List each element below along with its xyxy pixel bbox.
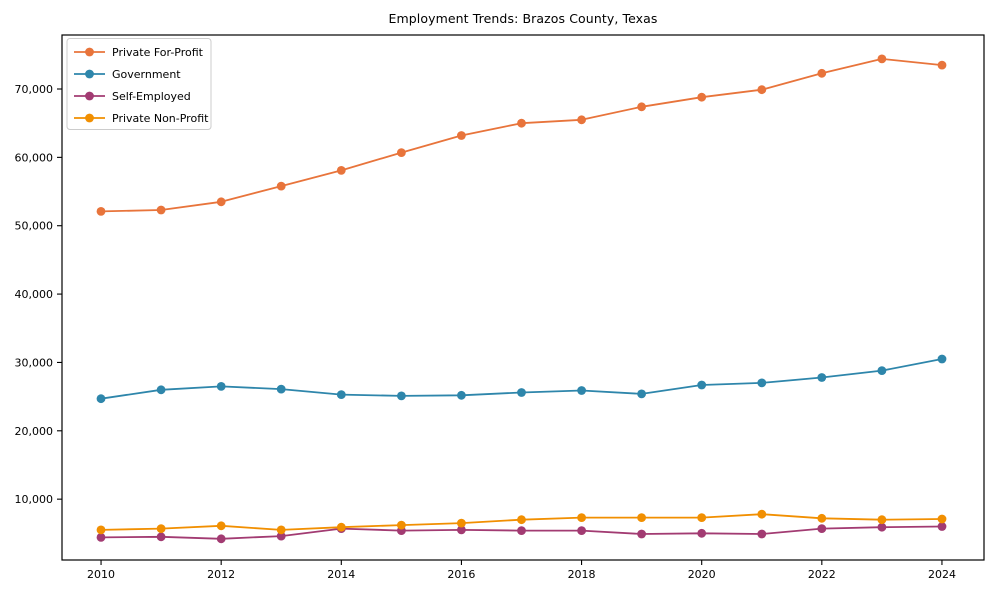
x-tick-label: 2020 bbox=[688, 568, 716, 581]
series-marker-government bbox=[757, 378, 767, 388]
series-marker-government bbox=[96, 394, 106, 404]
series-marker-private-for-profit bbox=[757, 85, 767, 95]
series-marker-self-employed bbox=[216, 534, 226, 544]
y-tick-label: 10,000 bbox=[15, 493, 54, 506]
chart-title: Employment Trends: Brazos County, Texas bbox=[388, 11, 658, 26]
y-tick-label: 70,000 bbox=[15, 83, 54, 96]
series-marker-government bbox=[637, 389, 646, 399]
legend-label: Self-Employed bbox=[112, 90, 191, 103]
x-tick-label: 2022 bbox=[808, 568, 836, 581]
series-marker-self-employed bbox=[697, 528, 707, 538]
series-marker-government bbox=[817, 373, 827, 382]
series-marker-private-for-profit bbox=[216, 197, 226, 207]
legend-marker-swatch bbox=[85, 113, 94, 123]
x-tick-label: 2024 bbox=[928, 568, 956, 581]
series-marker-private-for-profit bbox=[276, 181, 286, 191]
series-marker-private-non-profit bbox=[457, 518, 466, 528]
series-marker-private-non-profit bbox=[937, 514, 947, 524]
legend-item-private-non-profit: Private Non-Profit bbox=[74, 112, 209, 125]
series-marker-government bbox=[697, 380, 707, 390]
series-marker-private-for-profit bbox=[877, 54, 887, 64]
series-marker-private-for-profit bbox=[517, 118, 526, 128]
legend-marker-swatch bbox=[85, 47, 94, 57]
series-marker-private-for-profit bbox=[697, 92, 707, 102]
series-marker-private-non-profit bbox=[637, 513, 646, 522]
series-private-for-profit bbox=[96, 54, 947, 216]
series-marker-government bbox=[216, 382, 226, 391]
y-tick-label: 50,000 bbox=[15, 220, 54, 233]
y-tick-label: 40,000 bbox=[15, 288, 54, 301]
legend-marker-swatch bbox=[85, 91, 94, 101]
x-tick-label: 2012 bbox=[207, 568, 235, 581]
series-marker-private-non-profit bbox=[577, 513, 586, 522]
series-marker-private-non-profit bbox=[757, 509, 767, 519]
series-marker-private-non-profit bbox=[697, 513, 707, 522]
series-marker-government bbox=[937, 354, 947, 364]
legend-item-self-employed: Self-Employed bbox=[74, 90, 191, 103]
series-marker-government bbox=[336, 390, 346, 399]
legend-label: Private Non-Profit bbox=[112, 112, 209, 125]
x-axis: 2010 2012 2014 2016 2018 2020 2022 2024 bbox=[87, 560, 956, 581]
series-government bbox=[96, 354, 947, 404]
series-marker-government bbox=[577, 386, 586, 395]
series-marker-private-for-profit bbox=[397, 148, 406, 158]
series-marker-self-employed bbox=[817, 524, 827, 533]
series-marker-government bbox=[397, 391, 406, 401]
series-marker-private-non-profit bbox=[817, 513, 827, 523]
y-tick-label: 20,000 bbox=[15, 425, 54, 438]
legend-label: Government bbox=[112, 68, 181, 81]
series-marker-private-non-profit bbox=[397, 520, 406, 530]
series-marker-private-for-profit bbox=[637, 102, 646, 112]
series-marker-self-employed bbox=[156, 532, 166, 542]
series-marker-private-non-profit bbox=[96, 525, 106, 535]
series-marker-government bbox=[276, 384, 286, 394]
series-marker-government bbox=[156, 385, 166, 395]
x-tick-label: 2018 bbox=[568, 568, 596, 581]
series-marker-self-employed bbox=[937, 522, 947, 531]
series-marker-self-employed bbox=[757, 529, 767, 539]
series-marker-private-for-profit bbox=[457, 131, 466, 140]
y-tick-label: 30,000 bbox=[15, 356, 54, 369]
series-marker-private-for-profit bbox=[96, 207, 106, 216]
series-marker-private-for-profit bbox=[577, 115, 586, 125]
legend-item-private-for-profit: Private For-Profit bbox=[74, 46, 204, 59]
series-marker-private-non-profit bbox=[276, 525, 286, 535]
series-line-private-for-profit bbox=[100, 58, 943, 213]
series-marker-private-for-profit bbox=[937, 60, 947, 70]
series-marker-self-employed bbox=[457, 525, 466, 535]
x-tick-label: 2010 bbox=[87, 568, 115, 581]
series-private-non-profit bbox=[96, 509, 947, 535]
series-marker-private-non-profit bbox=[877, 515, 887, 525]
series-marker-government bbox=[517, 388, 526, 397]
series-marker-private-for-profit bbox=[156, 205, 166, 215]
series-marker-private-non-profit bbox=[517, 515, 526, 525]
y-tick-label: 60,000 bbox=[15, 151, 54, 164]
y-axis: 10,000 20,000 30,000 40,000 50,000 60,000 70,0… bbox=[15, 83, 62, 506]
series-marker-self-employed bbox=[577, 526, 586, 535]
series-marker-self-employed bbox=[517, 526, 526, 535]
series-marker-private-for-profit bbox=[817, 68, 827, 78]
series-marker-government bbox=[457, 390, 466, 400]
series-marker-private-non-profit bbox=[336, 522, 346, 532]
legend-label: Private For-Profit bbox=[112, 46, 204, 59]
series-marker-private-for-profit bbox=[336, 166, 346, 175]
series-marker-private-non-profit bbox=[216, 521, 226, 531]
series-marker-private-non-profit bbox=[156, 524, 166, 533]
x-tick-label: 2016 bbox=[447, 568, 475, 581]
legend-frame bbox=[66, 38, 212, 130]
series-marker-self-employed bbox=[96, 533, 106, 542]
plot-border bbox=[61, 34, 985, 561]
series-marker-self-employed bbox=[637, 529, 646, 539]
legend: Private For-Profit Government Self-Employe… bbox=[66, 38, 212, 130]
x-tick-label: 2014 bbox=[327, 568, 355, 581]
series-marker-government bbox=[877, 366, 887, 375]
series-marker-self-employed bbox=[276, 531, 286, 541]
series-marker-self-employed bbox=[877, 522, 887, 532]
legend-marker-swatch bbox=[85, 69, 94, 79]
legend-item-government: Government bbox=[74, 68, 181, 81]
